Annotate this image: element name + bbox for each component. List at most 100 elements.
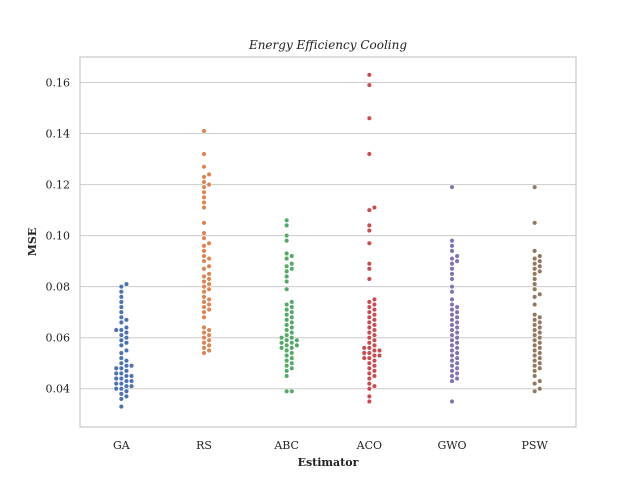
point-ga (118, 370, 124, 376)
point-aco (371, 368, 377, 374)
point-aco (366, 227, 372, 234)
chart-title: Energy Efficiency Cooling (248, 38, 407, 52)
point-abc (289, 335, 295, 341)
point-psw (532, 256, 538, 262)
point-psw (537, 324, 543, 331)
point-ga (118, 355, 124, 361)
point-rs (201, 184, 207, 190)
point-psw (532, 261, 538, 267)
point-gwo (454, 324, 460, 331)
point-ga (118, 309, 124, 315)
point-rs (201, 128, 207, 134)
point-aco (371, 312, 377, 318)
y-tick-label: 0.04 (46, 383, 71, 396)
point-abc (289, 309, 295, 315)
point-aco (371, 327, 377, 333)
point-rs (201, 253, 207, 259)
point-abc (289, 350, 295, 356)
point-rs (201, 189, 207, 195)
point-rs (201, 164, 207, 170)
point-gwo (454, 370, 460, 376)
y-tick-label: 0.10 (46, 230, 71, 243)
point-gwo (449, 337, 455, 343)
point-rs (201, 345, 207, 351)
point-psw (532, 312, 538, 318)
point-rs (201, 299, 207, 305)
point-rs (201, 179, 207, 185)
point-gwo (449, 342, 455, 348)
point-abc (284, 363, 290, 369)
point-gwo (449, 368, 455, 374)
point-gwo (449, 248, 455, 254)
point-ga (118, 350, 124, 356)
point-rs (206, 286, 212, 292)
point-ga (118, 327, 124, 333)
point-psw (532, 184, 538, 190)
point-ga (123, 330, 129, 336)
point-ga (123, 335, 129, 341)
point-aco (366, 304, 372, 310)
point-aco (371, 383, 377, 389)
y-tick-labels: 0.04 0.06 0.08 0.10 0.12 0.14 0.16 (46, 77, 71, 396)
point-rs (201, 199, 207, 205)
point-aco (371, 347, 377, 353)
x-tick-label: ABC (273, 439, 299, 452)
point-ga (123, 358, 129, 364)
point-rs (206, 276, 212, 282)
point-ga (118, 304, 124, 310)
point-gwo (454, 335, 460, 341)
point-rs (201, 304, 207, 310)
point-psw (532, 286, 538, 292)
point-aco (361, 345, 367, 351)
point-rs (201, 350, 207, 356)
point-aco (376, 353, 383, 359)
point-gwo (454, 360, 460, 366)
point-gwo (454, 258, 460, 264)
y-tick-label: 0.08 (46, 281, 71, 294)
point-aco (371, 358, 377, 364)
point-ga (123, 340, 129, 346)
point-ga (118, 294, 124, 300)
point-rs (206, 281, 212, 287)
point-rs (201, 314, 207, 320)
point-psw (532, 322, 538, 328)
point-abc (284, 342, 290, 348)
point-gwo (449, 238, 455, 244)
point-psw (537, 319, 543, 325)
point-gwo (454, 375, 460, 382)
point-abc (284, 312, 290, 318)
point-psw (532, 373, 538, 379)
point-abc (284, 250, 290, 257)
point-abc (289, 314, 295, 320)
point-abc (284, 353, 290, 359)
point-ga (118, 396, 124, 402)
point-psw (537, 360, 543, 366)
x-axis-label: Estimator (298, 456, 359, 469)
point-abc (284, 327, 290, 333)
point-ga (118, 332, 124, 338)
point-abc (284, 317, 290, 323)
point-aco (371, 307, 377, 313)
point-abc (284, 301, 290, 308)
point-psw (532, 271, 538, 277)
point-aco (366, 266, 372, 272)
point-gwo (449, 353, 455, 359)
point-psw (532, 294, 538, 300)
point-abc (279, 335, 285, 341)
point-abc (289, 365, 295, 371)
point-aco (371, 353, 377, 359)
point-psw (532, 337, 538, 343)
point-rs (201, 330, 207, 336)
point-ga (128, 373, 135, 379)
point-rs (201, 266, 207, 272)
point-ga (113, 386, 119, 392)
point-aco (366, 335, 372, 341)
point-rs (201, 230, 207, 236)
point-rs (206, 271, 212, 277)
point-ga (128, 378, 135, 384)
point-aco (371, 363, 377, 369)
point-rs (201, 174, 207, 180)
point-rs (201, 258, 207, 264)
point-aco (366, 350, 372, 356)
